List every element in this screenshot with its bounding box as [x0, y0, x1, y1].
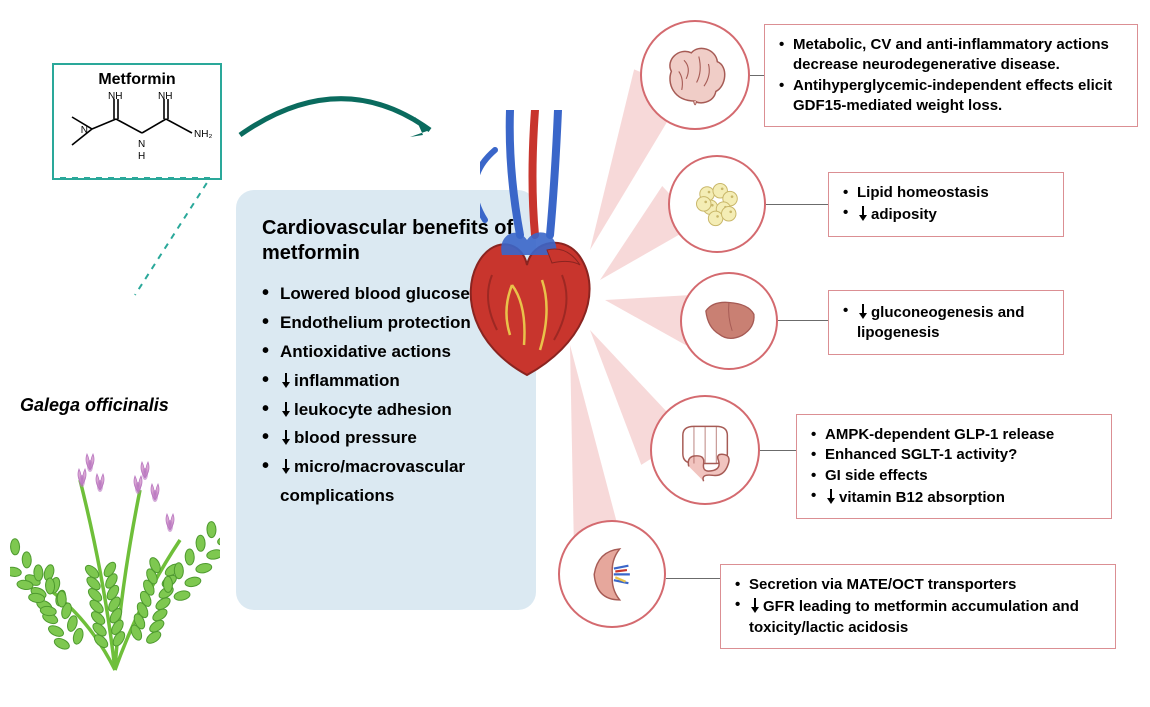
down-arrow-icon [749, 597, 761, 613]
connector-line [666, 578, 720, 579]
down-arrow-icon [280, 372, 292, 388]
info-item: Lipid homeostasis [843, 183, 1049, 203]
brain-icon [658, 38, 732, 112]
down-arrow-icon [280, 401, 292, 417]
connector-line [760, 450, 796, 451]
kidney-icon [576, 538, 649, 611]
down-arrow-icon [857, 303, 869, 319]
plant-icon [10, 430, 220, 675]
connector-line [766, 204, 828, 205]
cv-list-item: micro/macrovascular complications [262, 453, 514, 511]
liver-circle [680, 272, 778, 370]
info-item: Enhanced SGLT-1 activity? [811, 445, 1097, 465]
info-box-brain: Metabolic, CV and anti-inflammatory acti… [764, 24, 1138, 127]
brain-circle [640, 20, 750, 130]
down-arrow-icon [280, 458, 292, 474]
info-item: AMPK-dependent GLP-1 release [811, 425, 1097, 445]
info-item: adiposity [843, 203, 1049, 225]
connector-line [750, 75, 764, 76]
arrow-icon [230, 75, 450, 165]
info-item: Antihyperglycemic-independent effects el… [779, 76, 1123, 117]
plant-label: Galega officinalis [20, 395, 169, 416]
info-box-liver: gluconeogenesis and lipogenesis [828, 290, 1064, 355]
info-item: GI side effects [811, 466, 1097, 486]
connector-line [778, 320, 828, 321]
cv-list-item: leukocyte adhesion [262, 396, 514, 425]
info-item: Secretion via MATE/OCT transporters [735, 575, 1101, 595]
info-box-kidney: Secretion via MATE/OCT transportersGFR l… [720, 564, 1116, 649]
down-arrow-icon [280, 429, 292, 445]
adipose-icon [684, 171, 750, 237]
heart-icon [452, 215, 602, 380]
intestine-icon [668, 413, 742, 487]
kidney-circle [558, 520, 666, 628]
info-box-fat: Lipid homeostasisadiposity [828, 172, 1064, 237]
liver-icon [696, 288, 762, 354]
info-item: vitamin B12 absorption [811, 486, 1097, 508]
info-box-gut: AMPK-dependent GLP-1 releaseEnhanced SGL… [796, 414, 1112, 519]
info-item: gluconeogenesis and lipogenesis [843, 301, 1049, 344]
info-item: Metabolic, CV and anti-inflammatory acti… [779, 35, 1123, 76]
fat-circle [668, 155, 766, 253]
info-item: GFR leading to metformin accumulation an… [735, 595, 1101, 638]
gut-circle [650, 395, 760, 505]
down-arrow-icon [857, 205, 869, 221]
cv-list-item: blood pressure [262, 424, 514, 453]
down-arrow-icon [825, 488, 837, 504]
